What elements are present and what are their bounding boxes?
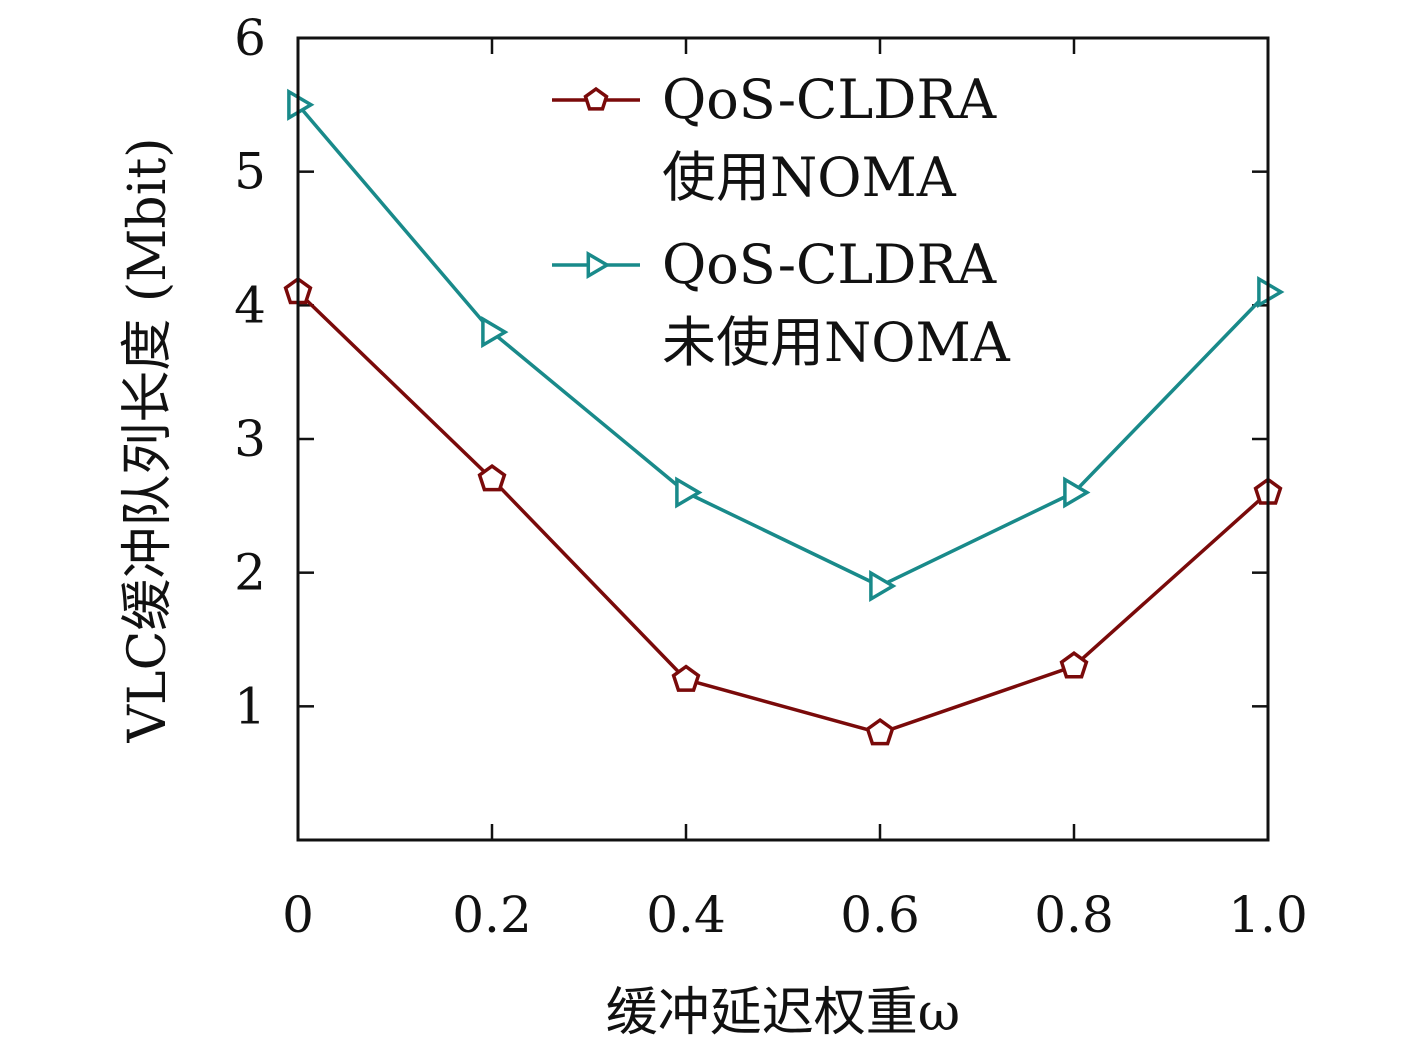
data-point-series-2 <box>1063 476 1091 509</box>
data-point-series-2 <box>675 476 703 509</box>
legend-label-2: 未使用NOMA <box>662 311 1011 374</box>
y-tick-label: 5 <box>234 143 266 201</box>
legend-marker-2 <box>586 250 611 280</box>
legend-marker-1 <box>583 86 609 111</box>
y-tick-label: 2 <box>234 544 266 602</box>
data-point-series-1 <box>865 717 895 746</box>
y-tick-label: 4 <box>234 276 266 334</box>
legend-label-2: QoS-CLDRA <box>662 233 997 296</box>
series-line-1 <box>296 290 1270 735</box>
data-point-series-2 <box>1257 275 1285 309</box>
x-tick-label: 0 <box>282 886 314 944</box>
x-tick-label: 0.6 <box>840 886 920 944</box>
y-axis-title: VLC缓冲队列长度 (Mbit) <box>118 137 178 743</box>
series-line-2 <box>296 103 1270 588</box>
x-tick-labels: 0 0.2 0.4 0.6 0.8 1.0 <box>282 886 1308 944</box>
x-axis-title: 缓冲延迟权重ω <box>606 983 960 1043</box>
data-point-series-1 <box>477 463 507 492</box>
y-tick-label: 3 <box>234 410 266 468</box>
data-point-series-1 <box>1059 651 1089 679</box>
legend: QoS-CLDRA 使用NOMA QoS-CLDRA 未使用NOMA <box>552 68 1011 374</box>
y-tick-label: 6 <box>234 9 266 67</box>
data-point-series-2 <box>869 569 897 603</box>
data-point-series-2 <box>287 88 315 121</box>
legend-label-1: 使用NOMA <box>662 146 957 209</box>
data-point-series-1 <box>671 664 701 692</box>
series-lines <box>296 103 1270 735</box>
x-tick-label: 0.2 <box>452 886 532 944</box>
plot-frame <box>296 36 1270 842</box>
data-point-series-2 <box>481 316 509 349</box>
x-tick-label: 0.4 <box>646 886 726 944</box>
legend-label-1: QoS-CLDRA <box>662 68 997 131</box>
y-tick-label: 1 <box>234 677 266 735</box>
x-tick-label: 0.8 <box>1034 886 1114 944</box>
x-tick-label: 1.0 <box>1228 886 1308 944</box>
y-tick-labels: 1 2 3 4 5 6 <box>234 9 266 735</box>
